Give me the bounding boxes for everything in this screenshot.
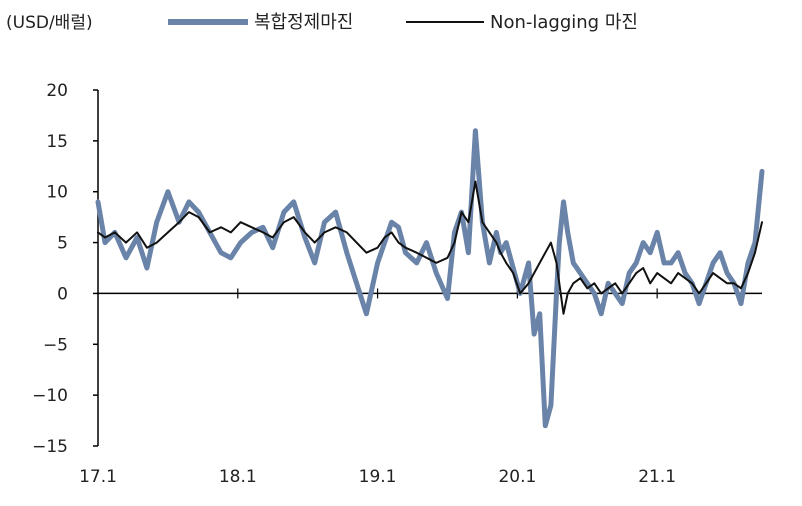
x-tick-label: 18.1	[219, 467, 257, 487]
y-tick-label: 10	[46, 183, 68, 203]
legend: (USD/배럴) 복합정제마진 Non-lagging 마진	[6, 12, 638, 33]
x-tick-label: 19.1	[359, 467, 397, 487]
series-line-non-lagging-margin	[97, 180, 763, 315]
y-tick-label: −15	[32, 437, 68, 457]
plot-area: 20 15 10 5 0 −5 −10 −15 17.1 18.1 19.1 20.1 21.1	[32, 81, 765, 487]
y-tick-label: 15	[46, 132, 68, 152]
x-tick-label: 17.1	[79, 467, 117, 487]
y-tick-label: 5	[57, 234, 68, 254]
y-tick-label: 20	[46, 81, 68, 101]
legend-label-composite-margin: 복합정제마진	[254, 12, 353, 33]
legend-label-non-lagging-margin: Non-lagging 마진	[490, 12, 638, 33]
series-line-composite-margin	[95, 128, 765, 429]
unit-label: (USD/배럴)	[6, 13, 93, 33]
x-tick-label: 21.1	[638, 467, 676, 487]
y-tick-label: −5	[43, 335, 68, 355]
y-tick-label: 0	[57, 284, 68, 304]
y-tick-label: −10	[32, 386, 68, 406]
x-tick-label: 20.1	[498, 467, 536, 487]
